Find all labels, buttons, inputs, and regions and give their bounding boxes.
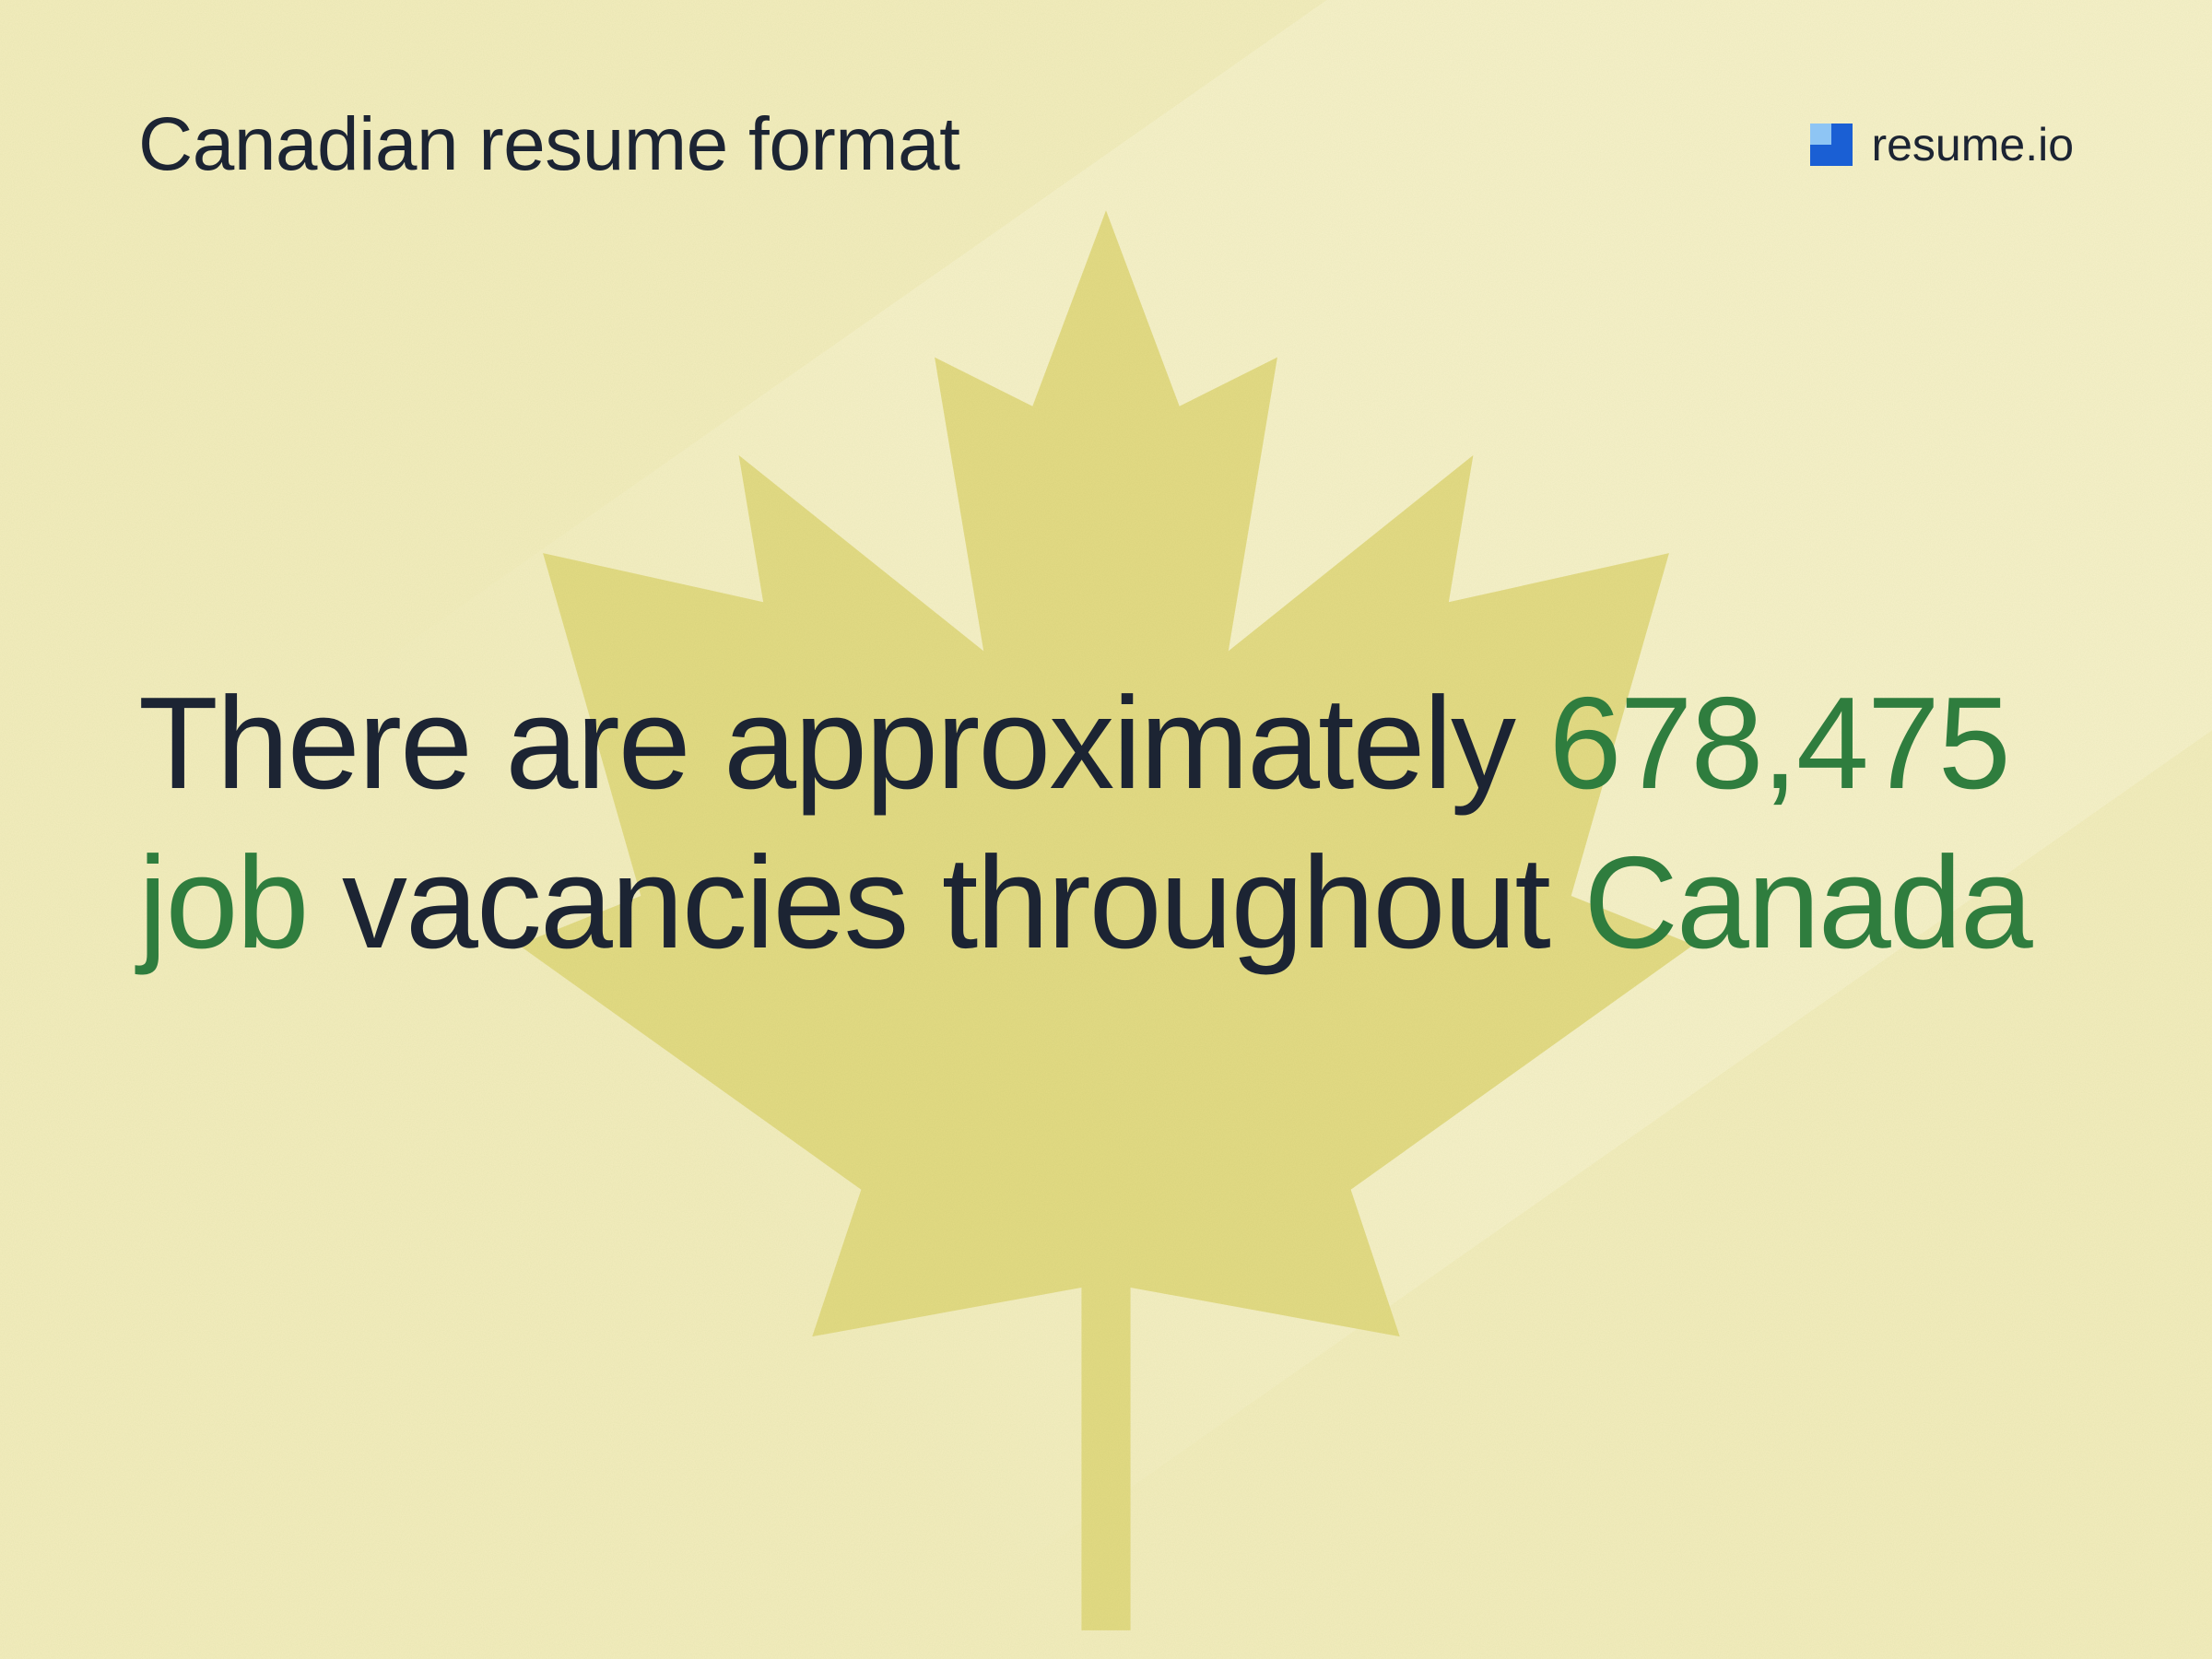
statement-segment: There are approximately <box>138 670 1549 817</box>
statement-segment: vacancies throughout <box>308 830 1584 976</box>
infographic-canvas: Canadian resume format resume.io There a… <box>0 0 2212 1659</box>
brand-name: resume.io <box>1871 118 2074 171</box>
statistic-statement: There are approximately 678,475 job vaca… <box>138 664 2101 982</box>
brand-logo-icon <box>1810 124 1853 166</box>
page-title: Canadian resume format <box>138 101 959 188</box>
brand: resume.io <box>1810 118 2074 171</box>
statement-highlight: Canada <box>1583 830 2030 976</box>
header: Canadian resume format resume.io <box>138 101 2074 188</box>
